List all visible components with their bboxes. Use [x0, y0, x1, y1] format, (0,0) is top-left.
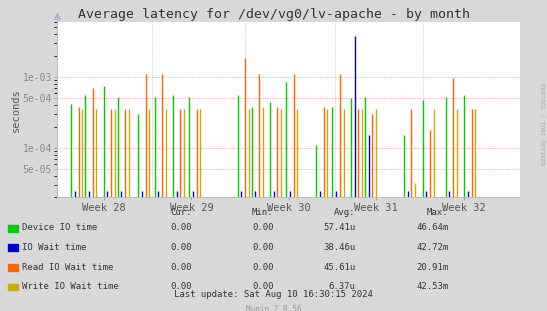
- Text: Min:: Min:: [252, 208, 274, 217]
- Text: Last update: Sat Aug 10 16:30:15 2024: Last update: Sat Aug 10 16:30:15 2024: [174, 290, 373, 299]
- Text: 46.64m: 46.64m: [416, 224, 449, 232]
- Text: Write IO Wait time: Write IO Wait time: [22, 282, 119, 291]
- Text: 6.37u: 6.37u: [329, 282, 356, 291]
- Text: 0.00: 0.00: [252, 263, 274, 272]
- Text: IO Wait time: IO Wait time: [22, 243, 86, 252]
- Text: Device IO time: Device IO time: [22, 224, 97, 232]
- Text: 42.53m: 42.53m: [416, 282, 449, 291]
- Text: 0.00: 0.00: [252, 282, 274, 291]
- Text: 0.00: 0.00: [252, 224, 274, 232]
- Text: 42.72m: 42.72m: [416, 243, 449, 252]
- Text: Munin 2.0.56: Munin 2.0.56: [246, 305, 301, 311]
- Text: 38.46u: 38.46u: [323, 243, 356, 252]
- Y-axis label: seconds: seconds: [11, 88, 21, 132]
- Text: 45.61u: 45.61u: [323, 263, 356, 272]
- Text: 0.00: 0.00: [170, 282, 191, 291]
- Text: 57.41u: 57.41u: [323, 224, 356, 232]
- Text: Avg:: Avg:: [334, 208, 356, 217]
- Text: Cur:: Cur:: [170, 208, 191, 217]
- Text: 0.00: 0.00: [252, 243, 274, 252]
- Text: 20.91m: 20.91m: [416, 263, 449, 272]
- Text: 0.00: 0.00: [170, 224, 191, 232]
- Text: 0.00: 0.00: [170, 243, 191, 252]
- Text: Max:: Max:: [427, 208, 449, 217]
- Text: Average latency for /dev/vg0/lv-apache - by month: Average latency for /dev/vg0/lv-apache -…: [78, 8, 469, 21]
- Text: 0.00: 0.00: [170, 263, 191, 272]
- Text: RRDTOOL / TOBI OETIKER: RRDTOOL / TOBI OETIKER: [539, 83, 544, 166]
- Text: Read IO Wait time: Read IO Wait time: [22, 263, 113, 272]
